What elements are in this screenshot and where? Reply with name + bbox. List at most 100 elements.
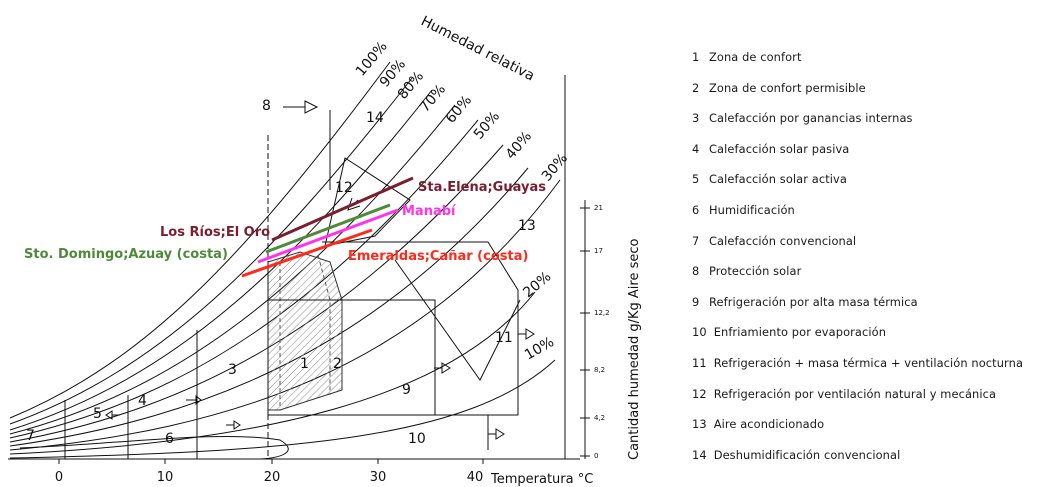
x-ticks [58,459,484,464]
legend-item-number: 6 [692,202,700,217]
zone-number-2: 2 [333,356,342,372]
legend-item-number: 4 [692,141,700,156]
zone-arrows [105,100,535,440]
zone-6-outline [19,435,289,460]
legend-item-number: 13 [692,417,707,432]
legend-item-text: Zona de confort permisible [709,80,866,95]
legend-item-text: Calefacción convencional [709,233,857,248]
legend-item-text: Humidificación [709,202,795,217]
zone-number-6: 6 [165,431,174,447]
rh-curve-10 [9,359,556,459]
zone-number-10: 10 [408,431,426,447]
legend-item: 4 Calefacción solar pasiva [692,142,1058,173]
legend-item: 5 Calefacción solar activa [692,172,1058,203]
legend-item-text: Calefacción por ganancias internas [709,111,913,126]
region-label-manabi: Manabí [402,204,457,219]
region-line-sto-domingo [265,203,391,254]
arrow-icon [105,410,120,420]
legend-item-text: Zona de confort [709,50,802,64]
legend-item: 10 Enfriamiento por evaporación [692,325,1058,356]
zone-number-13: 13 [518,218,536,234]
y-tick-label: 17 [594,247,603,255]
zone-numbers: 1 2 3 4 5 6 7 8 9 10 11 12 13 14 [26,98,536,447]
legend-item-text: Protección solar [709,264,802,279]
humidity-title: Humedad relativa [418,13,537,84]
comfort-zone-divider [279,254,331,410]
y-tick-labels: 21 17 12,2 8,2 4,2 0 [594,204,610,460]
zone-number-11: 11 [495,330,513,346]
zone-number-1: 1 [300,356,309,372]
legend-item: 7 Calefacción convencional [692,234,1058,265]
arrow-icon [186,394,202,406]
rh-label: 50% [471,108,503,142]
rh-label: 70% [417,81,449,115]
legend-item-text: Calefacción solar pasiva [709,141,850,156]
zone-number-7: 7 [26,428,35,444]
y-tick-label: 21 [594,204,603,212]
legend-item-number: 5 [692,172,700,187]
region-labels: Sta.Elena;Guayas Manabí Los Ríos;El Oro … [24,180,546,264]
legend-item-number: 7 [692,233,700,248]
zone-number-4: 4 [138,393,147,409]
rh-label: 60% [443,92,475,126]
legend-item-text: Refrigeración + masa térmica + ventilaci… [713,355,1024,370]
zone-number-5: 5 [93,406,102,422]
region-line-manabi [257,208,399,264]
legend-item: 13 Aire acondicionado [692,417,1058,448]
x-tick-label: 0 [55,470,63,485]
arrow-icon [283,100,319,114]
region-label-emeraldas: Emeraldas;Cañar (costa) [348,249,528,264]
zone-outlines [19,110,521,460]
zone-number-9: 9 [402,382,411,398]
zone-number-3: 3 [228,362,237,378]
legend-item-number: 9 [692,294,700,309]
x-tick-label: 40 [467,470,484,485]
zone-10-outline [268,414,489,450]
rh-labels: 100% 90% 80% 70% 60% 50% 40% 30% 20% 10% [353,39,571,364]
legend-item-text: Calefacción solar activa [709,172,847,187]
legend-item-text: Aire acondicionado [713,417,825,432]
y-tick-label: 8,2 [594,366,605,374]
arrow-icon [518,328,535,340]
legend-item: 3 Calefacción por ganancias internas [692,111,1058,142]
y-tick-label: 4,2 [594,414,605,422]
legend-item: 11 Refrigeración + masa térmica + ventila… [692,356,1058,387]
legend-item-text: Enfriamiento por evaporación [713,325,887,340]
zone-11-line [394,259,521,381]
region-label-los-rios: Los Ríos;El Oro [160,225,270,240]
y-ticks [580,207,590,457]
y-tick-label: 12,2 [594,309,610,317]
legend-item-number: 1 [692,50,700,64]
rh-curve-90 [9,77,413,425]
zone-legend: 1 Zona de confort 2 Zona de confort permis… [692,50,1058,478]
rh-curve-100 [9,61,391,419]
legend-item-number: 12 [692,386,707,401]
rh-label: 20% [520,269,554,301]
legend-item-number: 11 [692,355,707,370]
rh-curve-60 [9,119,479,439]
legend-item-text: Deshumidificación convencional [713,447,901,462]
comfort-zone-outline [267,251,343,411]
region-label-sto-domingo: Sto. Domingo;Azuay (costa) [24,247,228,262]
region-line-sta-elena [271,176,414,242]
rh-curve-70 [9,104,456,435]
y-tick-label: 0 [594,452,598,460]
x-tick-labels: 0 10 20 30 40 [55,470,483,485]
legend-item-number: 8 [692,264,700,279]
legend-item-number: 2 [692,80,700,95]
legend-item: 2 Zona de confort permisible [692,81,1058,112]
zone-number-8: 8 [262,98,271,114]
legend-item-number: 14 [692,447,707,462]
region-label-sta-elena: Sta.Elena;Guayas [418,180,546,195]
legend-item: 9 Refrigeración por alta masa térmica [692,295,1058,326]
legend-item-text: Refrigeración por ventilación natural y … [713,386,997,401]
arrow-icon [434,362,451,374]
x-tick-label: 30 [370,470,387,485]
psychrometric-chart: 0 10 20 30 40 Temperatura °C 21 17 12,2 … [8,13,642,487]
arrow-icon [226,420,241,430]
legend-item-number: 10 [692,325,707,340]
rh-curve-80 [9,89,433,431]
legend-item: 1 Zona de confort [692,50,1058,81]
legend-item: 12 Refrigeración por ventilación natural … [692,387,1058,418]
rh-curve-20 [9,291,536,455]
